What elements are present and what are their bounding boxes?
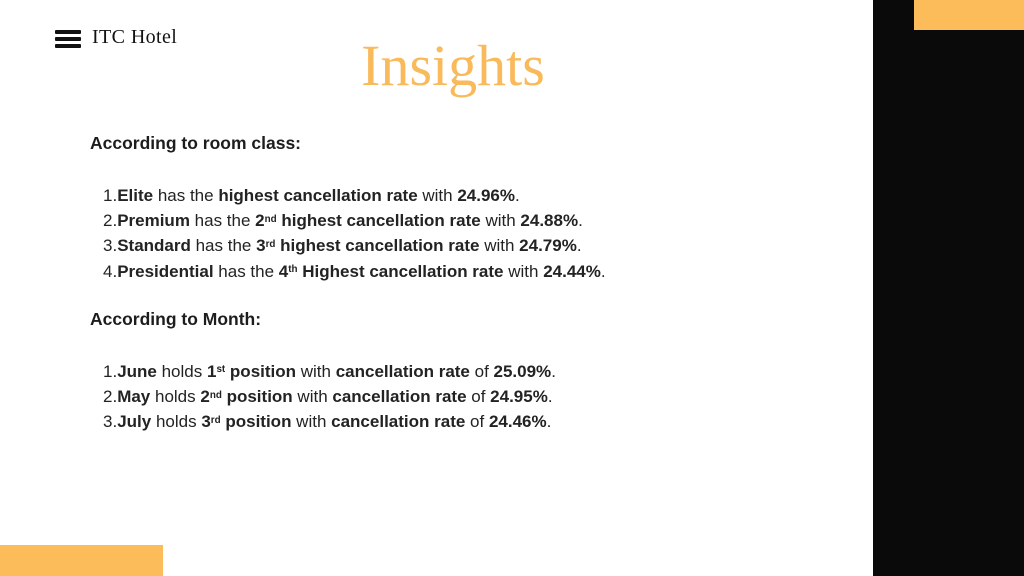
list-item: 4.Presidential has the 4th Highest cance…: [103, 259, 790, 284]
section-heading: According to room class:: [90, 133, 302, 153]
list-item-number: 3.: [103, 412, 118, 432]
brand-logo: ITC Hotel: [92, 26, 178, 48]
list-item-number: 1.: [103, 186, 118, 205]
list-item-number: 3.: [103, 236, 118, 256]
hamburger-bar: [55, 30, 81, 34]
page-title: Insights: [361, 33, 545, 98]
section-month: According to Month: 1.June holds 1st pos…: [90, 309, 790, 435]
right-black-panel: [873, 0, 1024, 576]
list-item-number: 1.: [103, 361, 118, 381]
room-class-list: 1.Elite has the highest cancellation rat…: [90, 183, 790, 284]
insights-content: According to room class: 1.Elite has the…: [90, 133, 790, 459]
list-item: 3.July holds 3rd position with cancellat…: [103, 409, 790, 434]
hamburger-bar: [55, 44, 81, 48]
list-item-number: 4.: [103, 261, 118, 281]
list-item-number: 2.: [103, 387, 118, 407]
list-item: 1.June holds 1st position with cancellat…: [103, 359, 790, 384]
section-room-class: According to room class: 1.Elite has the…: [90, 133, 790, 284]
month-list: 1.June holds 1st position with cancellat…: [90, 359, 790, 435]
hamburger-menu-icon[interactable]: [55, 30, 81, 48]
bottom-left-accent-bar: [0, 545, 163, 576]
list-item-number: 2.: [103, 211, 118, 231]
section-heading: According to Month:: [90, 308, 262, 329]
list-item: 1.Elite has the highest cancellation rat…: [103, 183, 790, 208]
list-item: 2.Premium has the 2nd highest cancellati…: [103, 208, 790, 233]
hamburger-bar: [55, 37, 81, 41]
top-right-accent-bar: [914, 0, 1024, 30]
list-item: 3.Standard has the 3rd highest cancellat…: [103, 233, 790, 258]
list-item: 2.May holds 2nd position with cancellati…: [103, 384, 790, 409]
